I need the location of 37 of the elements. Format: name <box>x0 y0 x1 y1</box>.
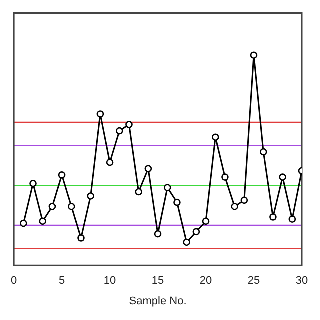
x-tick-label: 10 <box>104 275 116 288</box>
point <box>174 198 181 206</box>
point <box>135 188 142 196</box>
x-tick-label: 30 <box>296 275 308 288</box>
point <box>250 52 258 59</box>
point <box>164 184 172 192</box>
x-axis-title: Sample No. <box>129 295 187 308</box>
point <box>231 203 238 210</box>
point <box>30 180 37 188</box>
point <box>39 218 47 226</box>
point <box>270 214 277 221</box>
point <box>68 203 76 210</box>
point <box>126 121 133 128</box>
point <box>144 165 152 173</box>
x-tick-label: 15 <box>152 275 164 288</box>
point <box>58 172 66 179</box>
point <box>202 218 210 226</box>
point <box>222 174 229 181</box>
point <box>288 216 296 223</box>
point <box>106 158 114 166</box>
point <box>192 228 200 236</box>
point <box>183 238 190 246</box>
point <box>48 203 56 210</box>
x-tick-label: 20 <box>200 275 212 288</box>
point <box>260 148 268 156</box>
point <box>116 127 124 135</box>
x-tick-label: 0 <box>10 275 18 288</box>
point <box>87 192 94 200</box>
point <box>240 196 248 204</box>
point <box>154 230 162 238</box>
point <box>96 110 104 118</box>
point <box>279 174 286 181</box>
x-tick-label: 5 <box>58 275 66 288</box>
x-tick-label: 25 <box>248 275 260 288</box>
point <box>20 220 28 228</box>
point <box>78 234 85 242</box>
point <box>212 134 220 141</box>
